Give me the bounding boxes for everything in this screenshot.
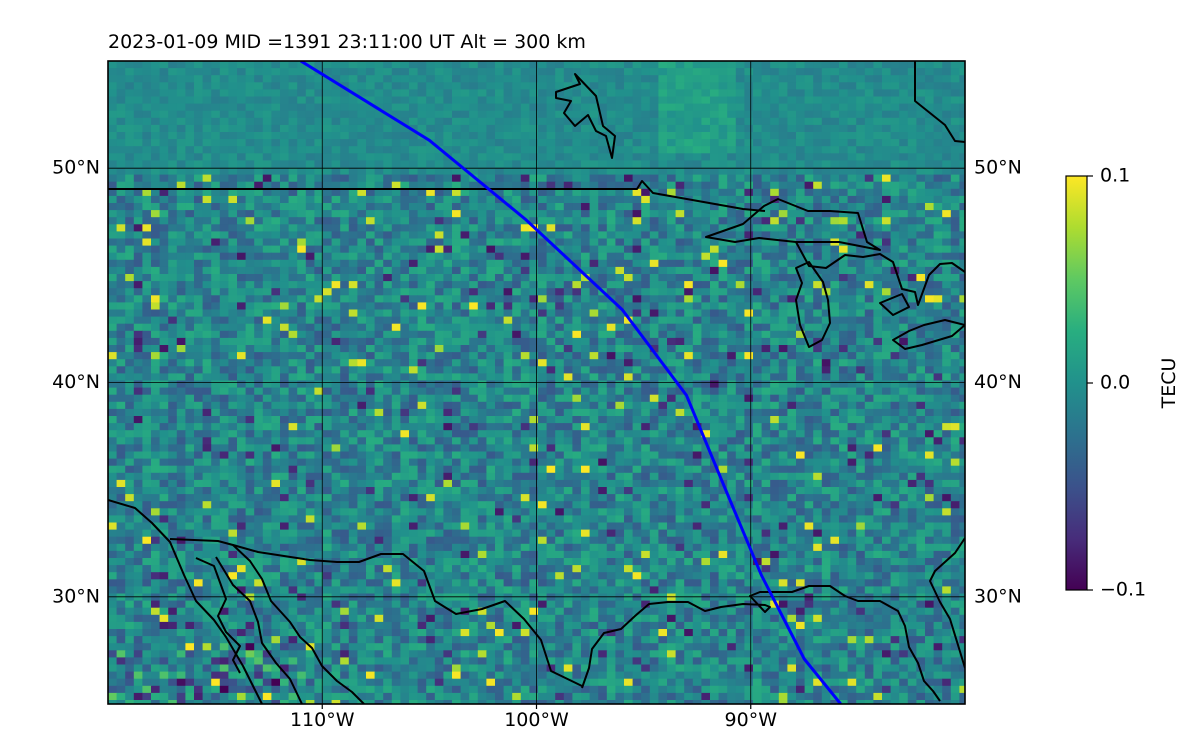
colorbar-label: TECU (1158, 358, 1180, 410)
lat-label-30-right: 30°N (974, 585, 1022, 607)
baja-california (195, 557, 241, 674)
colorbar-ticks (1087, 175, 1093, 591)
latitude-labels-left: 30°N 40°N 50°N (52, 157, 100, 608)
lat-label-50-right: 50°N (974, 157, 1022, 179)
figure-title: 2023-01-09 MID =1391 23:11:00 UT Alt = 3… (108, 31, 586, 53)
mexico-west-coast (232, 544, 365, 704)
pacific-coast-north (108, 499, 263, 704)
colorbar-tick-min: −0.1 (1100, 579, 1146, 601)
lake-erie-ontario (892, 319, 965, 350)
gulf-of-california-east (215, 556, 303, 704)
canada-us-border (108, 180, 766, 212)
axis-ticks (321, 704, 752, 709)
colorbar: 0.1 0.0 −0.1 TECU (1065, 165, 1180, 601)
lake-superior (705, 198, 881, 251)
lake-michigan-huron (795, 241, 965, 306)
colorbar-tick-zero: 0.0 (1100, 372, 1130, 394)
lat-label-50-left: 50°N (52, 157, 100, 179)
latitude-labels-right: 30°N 40°N 50°N (974, 157, 1022, 608)
colorbar-gradient (1065, 175, 1088, 591)
lon-label-110w: 110°W (290, 709, 355, 731)
labrador-coast (914, 61, 965, 143)
lat-label-40-right: 40°N (974, 371, 1022, 393)
lon-label-90w: 90°W (725, 709, 778, 731)
hudson-bay-coast (555, 73, 616, 159)
florida-east-coast (929, 537, 965, 669)
coastlines-and-borders (108, 61, 965, 704)
lat-label-40-left: 40°N (52, 371, 100, 393)
lon-label-100w: 100°W (504, 709, 569, 731)
tec-heatmap (108, 61, 965, 704)
lake-michigan-west (795, 261, 831, 348)
longitude-labels: 110°W 100°W 90°W (290, 709, 777, 731)
gulf-coast (581, 585, 941, 702)
satellite-track (300, 61, 842, 704)
us-mexico-border (169, 538, 583, 687)
lake-huron-lower (879, 293, 910, 316)
lat-label-30-left: 30°N (52, 585, 100, 607)
colorbar-tick-max: 0.1 (1100, 165, 1130, 187)
